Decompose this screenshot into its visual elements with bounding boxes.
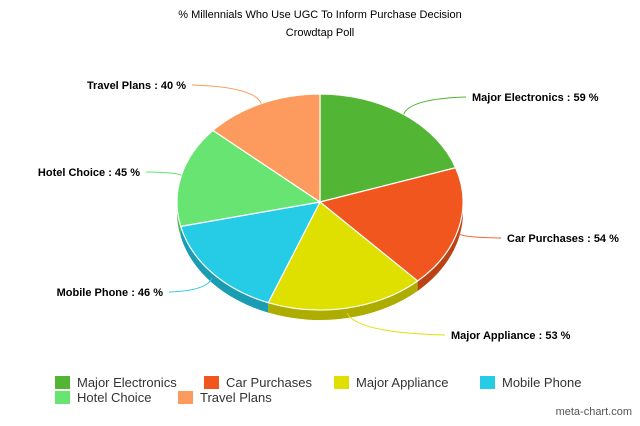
- chart-title: % Millennials Who Use UGC To Inform Purc…: [178, 9, 462, 21]
- data-label-major-electronics: Major Electronics : 59 %: [472, 92, 599, 104]
- leader-line-travel-plans: [191, 84, 262, 104]
- legend-swatch: [55, 376, 70, 389]
- legend-swatch: [204, 376, 219, 389]
- legend-item-major-electronics[interactable]: Major Electronics: [55, 375, 177, 390]
- legend-swatch: [178, 391, 193, 404]
- legend-item-car-purchases[interactable]: Car Purchases: [204, 375, 312, 390]
- chart-subtitle: Crowdtap Poll: [285, 27, 355, 39]
- leader-line-hotel-choice: [145, 171, 182, 176]
- legend-swatch: [334, 376, 349, 389]
- leader-line-car-purchases: [458, 233, 502, 239]
- leader-line-major-electronics: [403, 96, 467, 115]
- slice-side-major-appliance: [268, 280, 418, 320]
- slice-car-purchases[interactable]: [319, 167, 464, 282]
- legend-label: Travel Plans: [200, 390, 272, 405]
- slice-side-car-purchases: [417, 202, 463, 291]
- leader-line-mobile-phone: [168, 277, 213, 293]
- slice-mobile-phone[interactable]: [180, 201, 321, 304]
- legend-item-major-appliance[interactable]: Major Appliance: [334, 375, 449, 390]
- legend-swatch: [480, 376, 495, 389]
- legend-item-hotel-choice[interactable]: Hotel Choice: [55, 390, 151, 405]
- slice-travel-plans[interactable]: [212, 93, 321, 203]
- legend-label: Car Purchases: [226, 375, 312, 390]
- legend-item-mobile-phone[interactable]: Mobile Phone: [480, 375, 582, 390]
- slice-major-appliance[interactable]: [267, 201, 419, 311]
- legend-label: Major Electronics: [77, 375, 177, 390]
- data-label-car-purchases: Car Purchases : 54 %: [507, 233, 619, 245]
- credit-text[interactable]: meta-chart.com: [555, 406, 632, 418]
- slice-hotel-choice[interactable]: [176, 129, 321, 227]
- data-label-hotel-choice: Hotel Choice : 45 %: [38, 167, 140, 179]
- legend-swatch: [55, 391, 70, 404]
- legend-label: Major Appliance: [356, 375, 449, 390]
- legend-label: Mobile Phone: [502, 375, 582, 390]
- slice-side-hotel-choice: [177, 202, 181, 237]
- slice-side-mobile-phone: [180, 226, 269, 313]
- leader-line-major-appliance: [346, 312, 446, 336]
- slice-major-electronics[interactable]: [319, 93, 457, 203]
- data-label-major-appliance: Major Appliance : 53 %: [451, 330, 571, 342]
- legend-label: Hotel Choice: [77, 390, 152, 405]
- data-label-mobile-phone: Mobile Phone : 46 %: [57, 287, 164, 299]
- data-label-travel-plans: Travel Plans : 40 %: [87, 80, 186, 92]
- legend-item-travel-plans[interactable]: Travel Plans: [178, 390, 272, 405]
